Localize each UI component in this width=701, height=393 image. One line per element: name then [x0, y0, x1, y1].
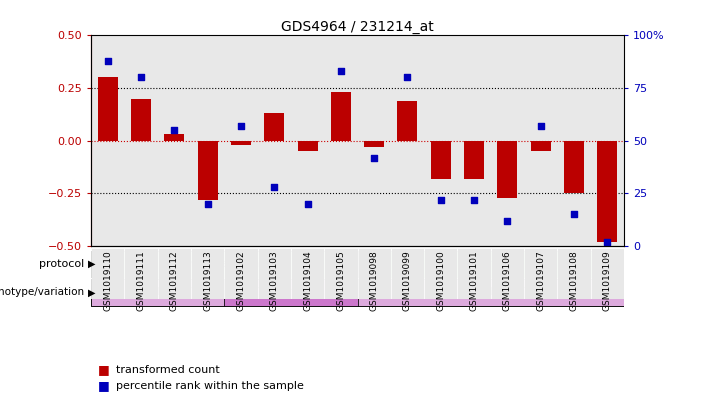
Text: ▶: ▶ [88, 287, 95, 298]
Text: GSM1019107: GSM1019107 [536, 251, 545, 311]
Text: hTERT overexpression: hTERT overexpression [229, 287, 353, 298]
Bar [358, 279, 624, 306]
Bar [125, 35, 158, 246]
Bar [164, 134, 184, 141]
Text: transformed count: transformed count [116, 365, 219, 375]
Bar [158, 248, 191, 299]
Text: ▶: ▶ [88, 259, 95, 269]
Bar [258, 248, 291, 299]
Point [302, 201, 313, 207]
Bar [457, 35, 491, 246]
Bar [590, 248, 624, 299]
Bar [564, 141, 584, 193]
Point [502, 218, 513, 224]
Point [601, 239, 613, 245]
Point [569, 211, 580, 218]
Bar [91, 279, 224, 306]
Bar [597, 141, 617, 242]
Text: percentile rank within the sample: percentile rank within the sample [116, 381, 304, 391]
Text: ■: ■ [98, 379, 110, 393]
Title: GDS4964 / 231214_at: GDS4964 / 231214_at [281, 20, 434, 34]
Bar [424, 35, 458, 246]
Bar [331, 92, 351, 141]
Point [535, 123, 546, 129]
Bar [491, 35, 524, 246]
Bar [531, 141, 550, 151]
Text: GSM1019106: GSM1019106 [503, 251, 512, 311]
Point [369, 154, 380, 161]
Bar [358, 248, 391, 299]
Bar [391, 35, 424, 246]
Text: GSM1019108: GSM1019108 [569, 251, 578, 311]
Text: basal hTERT: basal hTERT [457, 287, 524, 298]
Text: GSM1019098: GSM1019098 [369, 251, 379, 311]
Bar [224, 279, 358, 306]
Bar [131, 99, 151, 141]
Bar [324, 248, 358, 299]
Text: GSM1019112: GSM1019112 [170, 251, 179, 311]
Bar [464, 141, 484, 178]
Bar [557, 35, 591, 246]
Text: GSM1019101: GSM1019101 [470, 251, 479, 311]
Text: GSM1019109: GSM1019109 [603, 251, 612, 311]
Text: GSM1019100: GSM1019100 [436, 251, 445, 311]
Point [268, 184, 280, 190]
Bar [125, 248, 158, 299]
Text: telomere elongation: telomere elongation [168, 259, 281, 269]
Text: ■: ■ [98, 364, 110, 376]
Bar [491, 248, 524, 299]
Text: GSM1019104: GSM1019104 [303, 251, 312, 311]
Text: control: control [471, 259, 510, 269]
Text: GSM1019110: GSM1019110 [103, 251, 112, 311]
Bar [291, 35, 324, 246]
Text: GSM1019105: GSM1019105 [336, 251, 346, 311]
Bar [91, 248, 125, 299]
Point [135, 74, 147, 81]
Bar [291, 248, 324, 299]
Text: GSM1019111: GSM1019111 [137, 251, 146, 311]
Bar [198, 141, 218, 200]
Text: genotype/variation: genotype/variation [0, 287, 84, 298]
Point [468, 196, 479, 203]
Point [236, 123, 247, 129]
Bar [224, 248, 258, 299]
Point [102, 57, 114, 64]
Bar [224, 35, 258, 246]
Point [435, 196, 447, 203]
Bar [365, 141, 384, 147]
Bar [457, 248, 491, 299]
Bar [524, 248, 557, 299]
Bar [498, 141, 517, 198]
Point [202, 201, 213, 207]
Bar [557, 248, 591, 299]
Bar [231, 141, 251, 145]
Bar [91, 35, 125, 246]
Bar [264, 113, 285, 141]
Bar [91, 250, 358, 278]
Text: GSM1019102: GSM1019102 [236, 251, 245, 311]
Bar [424, 248, 458, 299]
Bar [358, 35, 391, 246]
Text: GSM1019113: GSM1019113 [203, 251, 212, 311]
Text: protocol: protocol [39, 259, 84, 269]
Bar [191, 248, 224, 299]
Text: basal hTERT: basal hTERT [124, 287, 191, 298]
Bar [590, 35, 624, 246]
Bar [258, 35, 291, 246]
Bar [430, 141, 451, 178]
Text: GSM1019103: GSM1019103 [270, 251, 279, 311]
Bar [524, 35, 557, 246]
Bar [324, 35, 358, 246]
Bar [397, 101, 418, 141]
Bar [391, 248, 424, 299]
Point [335, 68, 346, 74]
Point [169, 127, 180, 133]
Text: GSM1019099: GSM1019099 [403, 251, 412, 311]
Bar [158, 35, 191, 246]
Bar [98, 77, 118, 141]
Bar [358, 250, 624, 278]
Bar [191, 35, 224, 246]
Point [402, 74, 413, 81]
Bar [297, 141, 318, 151]
